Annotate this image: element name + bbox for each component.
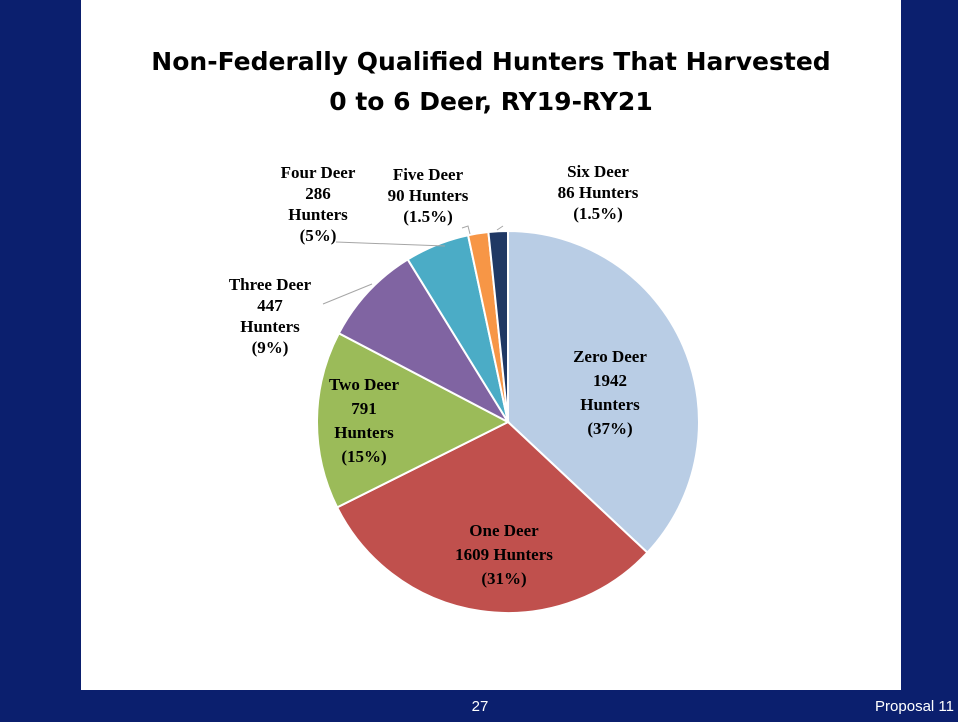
footer-label: Proposal 11 xyxy=(875,698,954,715)
slice-label-0: Zero Deer 1942 Hunters (37%) xyxy=(573,347,647,438)
pie-slice-3 xyxy=(337,258,511,425)
page-number: 27 xyxy=(471,698,489,715)
slice-label-0-line-3: (37%) xyxy=(587,419,632,438)
leader-line-6 xyxy=(496,225,504,231)
slice-label-5-line-0: Five Deer xyxy=(393,165,464,184)
pie-slice-2 xyxy=(316,331,511,509)
slice-label-4-line-3: (5%) xyxy=(300,226,337,245)
slice-label-6-line-0: Six Deer xyxy=(567,162,629,181)
slice-label-2: Two Deer 791 Hunters (15%) xyxy=(329,375,399,466)
slice-label-4-line-0: Four Deer xyxy=(281,163,356,182)
chart-title-line-1: Non-Federally Qualified Hunters That Har… xyxy=(151,47,831,76)
slice-label-4-line-2: Hunters xyxy=(288,205,348,224)
slice-label-1: One Deer 1609 Hunters (31%) xyxy=(455,521,553,588)
slice-label-3-line-1: 447 xyxy=(257,296,283,315)
chart-title-line-2: 0 to 6 Deer, RY19-RY21 xyxy=(329,87,653,116)
slice-label-0-line-1: 1942 xyxy=(593,371,627,390)
slice-label-2-line-3: (15%) xyxy=(341,447,386,466)
leader-line-4 xyxy=(335,241,446,247)
chart-title: Non-Federally Qualified Hunters That Har… xyxy=(81,42,901,122)
leader-line-3 xyxy=(322,283,373,305)
pie-slice-6 xyxy=(487,229,509,423)
slice-label-4-line-1: 286 xyxy=(305,184,331,203)
slice-label-3-line-2: Hunters xyxy=(240,317,300,336)
slice-label-3-line-3: (9%) xyxy=(252,338,289,357)
footer-left-block xyxy=(0,690,81,722)
slice-label-0-line-0: Zero Deer xyxy=(573,347,647,366)
slice-label-6-line-2: (1.5%) xyxy=(573,204,623,223)
slice-label-4: Four Deer 286 Hunters (5%) xyxy=(281,163,356,245)
slice-label-3-line-0: Three Deer xyxy=(229,275,312,294)
slice-label-2-line-2: Hunters xyxy=(334,423,394,442)
slice-label-2-line-0: Two Deer xyxy=(329,375,399,394)
slice-label-1-line-0: One Deer xyxy=(469,521,539,540)
slice-label-6-line-1: 86 Hunters xyxy=(558,183,639,202)
slice-label-5-line-1: 90 Hunters xyxy=(388,186,469,205)
slice-label-5: Five Deer 90 Hunters (1.5%) xyxy=(388,165,469,226)
slice-label-1-line-1: 1609 Hunters xyxy=(455,545,553,564)
slice-label-0-line-2: Hunters xyxy=(580,395,640,414)
slice-label-5-line-2: (1.5%) xyxy=(403,207,453,226)
slice-label-3: Three Deer 447 Hunters (9%) xyxy=(229,275,312,357)
slice-label-6: Six Deer 86 Hunters (1.5%) xyxy=(558,162,639,223)
pie-slice-0 xyxy=(507,229,700,555)
slice-label-2-line-1: 791 xyxy=(351,399,377,418)
leader-line-5 xyxy=(461,225,471,235)
slice-label-1-line-2: (31%) xyxy=(481,569,526,588)
